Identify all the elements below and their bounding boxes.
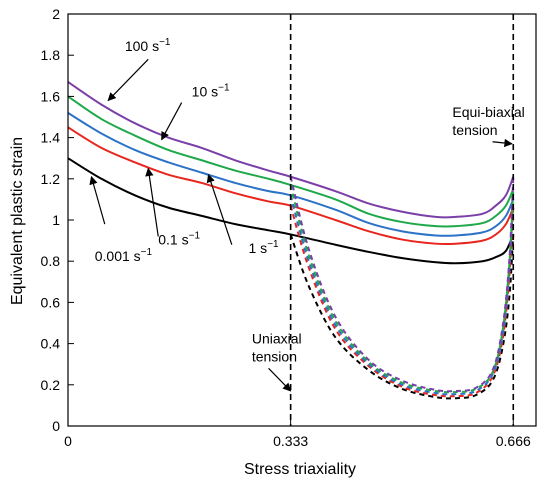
annotation-label-rate-100: 100 s−1: [125, 37, 171, 54]
annotation-label-uniaxial: tension: [252, 349, 297, 365]
series-3-dashed-line: [289, 184, 515, 394]
x-axis-title: Stress triaxiality: [244, 461, 356, 478]
series-4-solid-line: [67, 81, 515, 219]
series-0-dashed-line: [289, 234, 515, 400]
y-tick-label: 1: [52, 212, 60, 228]
reference-lines: [289, 14, 515, 426]
series-0-solid-line: [67, 157, 515, 265]
y-tick-label: 2: [52, 6, 60, 22]
y-tick-label: 0.4: [41, 336, 61, 352]
plot-frame: [67, 13, 537, 427]
y-axis-title: Equivalent plastic strain: [9, 137, 26, 305]
series-1-dashed-line: [289, 205, 515, 398]
annotation-label-rate-1: 1 s−1: [249, 239, 280, 256]
y-tick-label: 1.6: [41, 88, 61, 104]
y-tick-label: 0.6: [41, 294, 61, 310]
y-tick-label: 1.8: [41, 47, 61, 63]
series-3-solid-line: [67, 95, 515, 228]
annotation-arrow-rate-0001: [89, 175, 106, 225]
annotation-label-uniaxial: Uniaxial: [252, 331, 302, 347]
y-tick-label: 1.2: [41, 171, 61, 187]
annotation-arrow-equibiaxial: [492, 138, 513, 148]
series-2-dashed-line: [289, 195, 515, 396]
series-2-solid-line: [67, 112, 515, 237]
x-tick-label: 0.333: [273, 433, 308, 449]
annotation-arrow-rate-100: [107, 58, 149, 102]
y-tick-label: 0.2: [41, 377, 61, 393]
axes: 0 0.2 0.4 0.6 0.8 1 1.2 1.4 1.6 1.8 2 0 0.333 0.666: [41, 6, 537, 449]
series-1-solid-line: [67, 126, 515, 246]
y-tick-label: 1.4: [41, 130, 61, 146]
annotations: 100 s−1 10 s−1 0.1 s−1 1 s−1 0.001 s−1 Uniaxi…: [89, 37, 525, 392]
annotation-arrow-rate-10: [161, 102, 183, 141]
annotation-arrow-rate-1: [206, 173, 233, 245]
plot-lines: [67, 81, 515, 400]
annotation-label-rate-01: 0.1 s−1: [158, 231, 200, 248]
series-4-dashed-line: [289, 176, 515, 393]
x-tick-label: 0: [64, 433, 72, 449]
annotation-label-equibiaxial: tension: [452, 122, 497, 138]
annotation-label-equibiaxial: Equi-biaxial: [452, 104, 524, 120]
annotation-arrow-uniaxial: [268, 367, 292, 392]
y-tick-label: 0.8: [41, 253, 61, 269]
x-tick-label: 0.666: [496, 433, 531, 449]
y-tick-label: 0: [52, 418, 60, 434]
annotation-arrow-rate-01: [145, 167, 159, 237]
annotation-label-rate-0001: 0.001 s−1: [95, 247, 153, 264]
annotation-label-rate-10: 10 s−1: [192, 82, 230, 99]
